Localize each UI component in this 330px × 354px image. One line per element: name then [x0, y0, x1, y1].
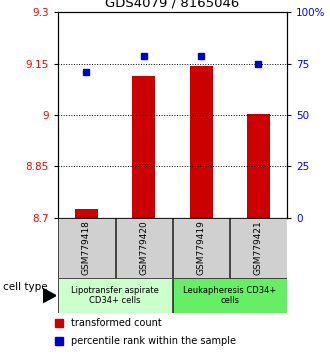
Text: cell type: cell type — [3, 282, 48, 292]
Bar — [173, 218, 229, 278]
Bar — [230, 218, 286, 278]
Bar — [247, 114, 270, 218]
Bar — [115, 218, 172, 278]
Text: GSM779420: GSM779420 — [139, 221, 148, 275]
Bar — [173, 278, 286, 313]
Text: GSM779418: GSM779418 — [82, 220, 91, 275]
Title: GDS4079 / 8165046: GDS4079 / 8165046 — [105, 0, 240, 10]
Text: Lipotransfer aspirate
CD34+ cells: Lipotransfer aspirate CD34+ cells — [71, 286, 159, 305]
Polygon shape — [43, 289, 56, 303]
Text: Leukapheresis CD34+
cells: Leukapheresis CD34+ cells — [183, 286, 277, 305]
Bar — [190, 67, 213, 218]
Bar — [58, 278, 172, 313]
Text: GSM779419: GSM779419 — [197, 220, 206, 275]
Bar — [75, 210, 98, 218]
Text: GSM779421: GSM779421 — [254, 221, 263, 275]
Text: percentile rank within the sample: percentile rank within the sample — [71, 336, 236, 346]
Bar — [132, 76, 155, 218]
Bar — [58, 218, 115, 278]
Text: transformed count: transformed count — [71, 318, 162, 327]
